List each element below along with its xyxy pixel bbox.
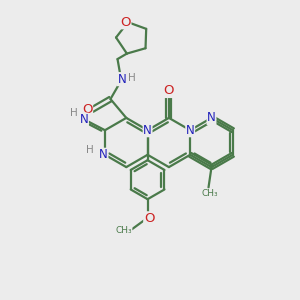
Text: H: H (85, 145, 93, 155)
Text: H: H (128, 73, 136, 83)
Text: N: N (80, 113, 88, 126)
Text: CH₃: CH₃ (202, 189, 218, 198)
Text: N: N (207, 111, 216, 124)
Text: N: N (186, 124, 195, 137)
Text: O: O (164, 84, 174, 98)
Text: H: H (70, 108, 78, 118)
Text: N: N (118, 73, 126, 85)
Text: CH₃: CH₃ (115, 226, 132, 235)
Text: N: N (99, 148, 108, 161)
Text: O: O (144, 212, 154, 225)
Text: N: N (143, 124, 152, 137)
Text: O: O (82, 103, 92, 116)
Text: O: O (120, 16, 131, 29)
